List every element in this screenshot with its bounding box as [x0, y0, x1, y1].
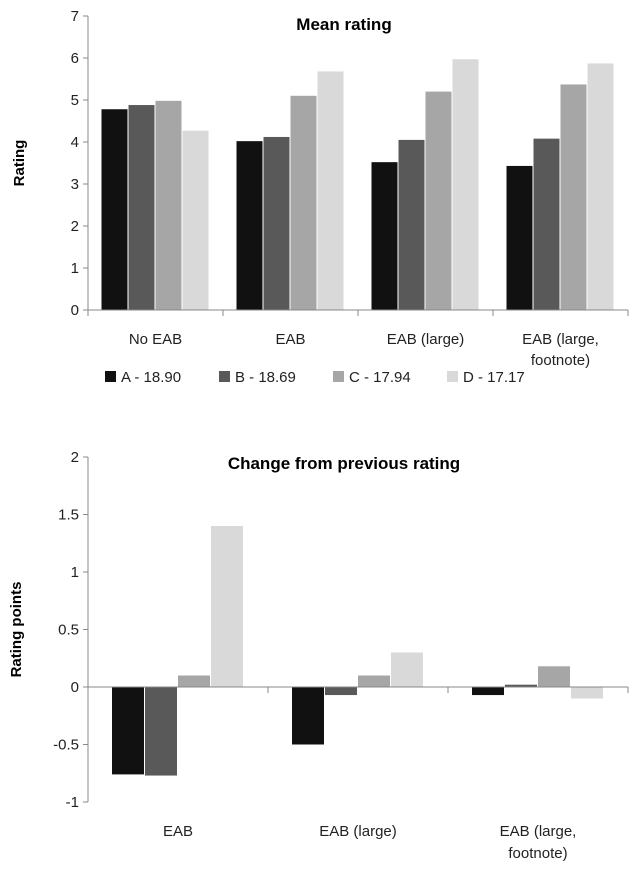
chart-1-y-tick-label: 1 [71, 564, 79, 581]
legend-swatch-a [105, 371, 116, 382]
chart-0-bar-d [182, 130, 209, 310]
chart-1-y-tick-label: -0.5 [53, 737, 79, 754]
chart-0-y-tick-label: 1 [71, 260, 79, 277]
chart-0-bar-a [371, 162, 398, 310]
chart-0-bar-d [452, 59, 479, 311]
chart-0-bar-b [398, 139, 425, 310]
chart-0-bar-c [155, 100, 182, 310]
chart-1-bar-c [538, 666, 570, 687]
chart-0-bar-c [425, 91, 452, 310]
chart-0-bar-d [587, 63, 614, 311]
chart-0-category-label: footnote) [531, 352, 590, 369]
legend-label: B - 18.69 [235, 369, 296, 386]
chart-0-category-label: EAB [275, 331, 305, 348]
chart-1-y-axis-label: Rating points [8, 582, 25, 678]
chart-0-bar-c [560, 84, 587, 311]
chart-0-bar-b [263, 136, 290, 310]
chart-0-y-tick-label: 0 [71, 302, 79, 319]
chart-0-bar-a [101, 109, 128, 311]
chart-0-y-tick-label: 5 [71, 92, 79, 109]
chart-0-category-label: EAB (large, [522, 331, 599, 348]
chart-0-y-tick-label: 2 [71, 218, 79, 235]
chart-0-y-tick-label: 7 [71, 8, 79, 25]
chart-1-category-label: footnote) [508, 845, 567, 862]
chart-1-bar-c [178, 675, 210, 687]
legend-label: C - 17.94 [349, 369, 411, 386]
legend-label: A - 18.90 [121, 369, 181, 386]
chart-0-y-tick-label: 6 [71, 50, 79, 67]
chart-1-bar-c [358, 675, 390, 687]
chart-1-y-tick-label: 0.5 [58, 622, 79, 639]
legend-label: D - 17.17 [463, 369, 525, 386]
chart-1-bar-a [472, 687, 504, 696]
chart-0-bar-d [317, 71, 344, 310]
legend-swatch-d [447, 371, 458, 382]
chart-0-bar-a [236, 141, 263, 310]
chart-0-bar-a [506, 165, 533, 310]
chart-1-y-tick-label: -1 [66, 794, 79, 811]
chart-1-y-tick-label: 0 [71, 679, 79, 696]
chart-0-bar-b [128, 105, 155, 310]
chart-1-bar-b [145, 687, 177, 776]
chart-1-bar-d [391, 652, 423, 687]
chart-1-bar-d [571, 687, 603, 699]
chart-0-category-label: EAB (large) [387, 331, 465, 348]
chart-1-y-tick-label: 2 [71, 449, 79, 466]
chart-0-bar-b [533, 138, 560, 310]
legend-swatch-b [219, 371, 230, 382]
chart-1-bar-b [325, 687, 357, 696]
chart-1-bar-d [211, 526, 243, 687]
chart-1-bar-b [505, 684, 537, 687]
chart-0-y-tick-label: 3 [71, 176, 79, 193]
chart-1-bar-a [292, 687, 324, 745]
chart-1-bar-a [112, 687, 144, 775]
chart-0-y-axis-label: Rating [11, 140, 28, 187]
chart-1-y-tick-label: 1.5 [58, 507, 79, 524]
chart-0-y-tick-label: 4 [71, 134, 79, 151]
chart-0-bar-c [290, 95, 317, 310]
chart-1-category-label: EAB (large) [319, 823, 397, 840]
chart-0-category-label: No EAB [129, 331, 182, 348]
chart-1-title: Change from previous rating [228, 454, 460, 473]
chart-0-title: Mean rating [296, 15, 391, 34]
chart-1-category-label: EAB (large, [500, 823, 577, 840]
chart-1-category-label: EAB [163, 823, 193, 840]
legend-swatch-c [333, 371, 344, 382]
